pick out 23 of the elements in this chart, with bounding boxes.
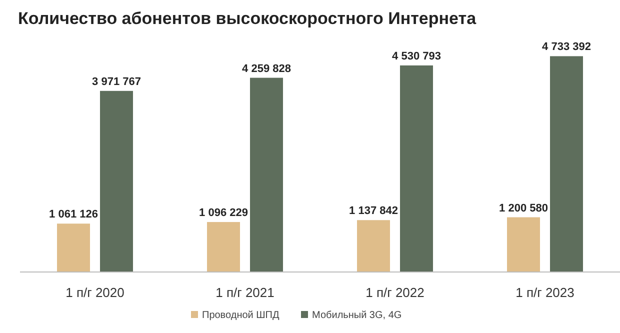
legend-label: Мобильный 3G, 4G: [312, 310, 402, 321]
bar: [550, 56, 583, 272]
bar: [100, 90, 133, 272]
chart-title: Количество абонентов высокоскоростного Интернета: [18, 9, 477, 28]
data-label: 4 733 392: [542, 41, 591, 54]
data-label: 1 061 126: [49, 208, 98, 221]
bar: [57, 224, 90, 272]
data-label: 1 137 842: [349, 205, 398, 218]
x-tick-label: 1 п/г 2020: [66, 285, 124, 300]
data-label: 1 096 229: [199, 207, 248, 220]
data-label: 3 971 767: [92, 76, 141, 88]
data-label: 4 259 828: [242, 62, 291, 75]
legend-label: Проводной ШПД: [202, 310, 280, 321]
bar: [207, 222, 240, 272]
bar: [357, 220, 390, 272]
data-label: 4 530 793: [392, 50, 441, 62]
bar: [400, 65, 433, 272]
bar: [507, 217, 540, 272]
x-tick-label: 1 п/г 2022: [366, 285, 424, 300]
x-tick-label: 1 п/г 2021: [216, 285, 274, 300]
x-tick-label: 1 п/г 2023: [516, 285, 574, 300]
bar: [250, 78, 283, 272]
data-label: 1 200 580: [499, 202, 548, 214]
